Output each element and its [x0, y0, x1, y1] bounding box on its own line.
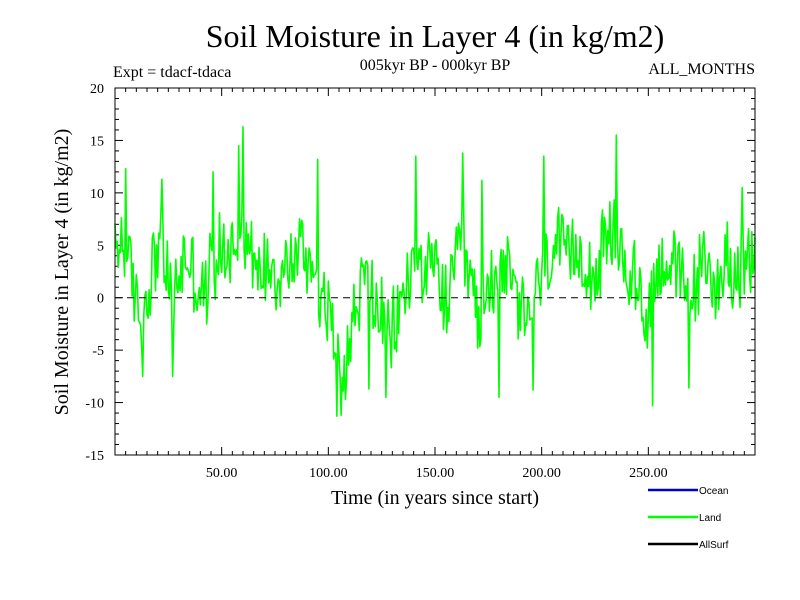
plot-frame — [114, 87, 756, 456]
x-axis-label: Time (in years since start) — [331, 487, 539, 509]
period-label: ALL_MONTHS — [648, 61, 755, 78]
y-tick-label: -10 — [85, 397, 104, 412]
axis-ticks — [115, 87, 755, 456]
chart-subtitle: 005kyr BP - 000kyr BP — [360, 57, 511, 74]
x-tick-label: 250.00 — [629, 466, 668, 481]
y-tick-label: 15 — [90, 134, 104, 149]
x-tick-label: 100.00 — [309, 466, 348, 481]
legend-label-allsurf: AllSurf — [699, 540, 729, 551]
series-line-land — [114, 126, 756, 418]
y-tick-label: 20 — [90, 82, 104, 97]
y-tick-label: -5 — [92, 344, 104, 359]
x-tick-label: 150.00 — [416, 466, 455, 481]
experiment-label: Expt = tdacf-tdaca — [113, 64, 231, 81]
legend-label-ocean: Ocean — [699, 486, 728, 497]
y-tick-label: 5 — [97, 239, 104, 254]
y-tick-label: -15 — [85, 449, 104, 464]
legend-label-land: Land — [699, 513, 721, 524]
y-tick-labels: -15 -10 -5 0 5 10 15 20 — [85, 82, 104, 464]
y-tick-label: 10 — [90, 187, 104, 202]
series-layer — [114, 126, 756, 418]
chart-title: Soil Moisture in Layer 4 (in kg/m2) — [206, 18, 665, 54]
x-tick-label: 200.00 — [522, 466, 561, 481]
x-tick-label: 50.00 — [206, 466, 238, 481]
y-axis-label: Soil Moisture in Layer 4 (in kg/m2) — [51, 129, 73, 416]
y-tick-label: 0 — [97, 292, 104, 307]
legend: Ocean Land AllSurf — [648, 486, 729, 551]
x-tick-labels: 50.00 100.00 150.00 200.00 250.00 — [206, 466, 668, 481]
